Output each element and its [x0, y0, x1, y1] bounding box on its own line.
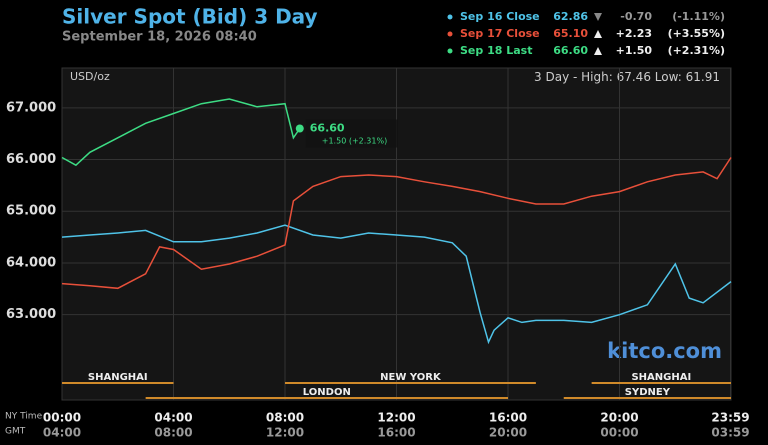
legend-close: 65.10 — [553, 27, 588, 40]
legend-dot — [447, 48, 453, 54]
range-text: 3 Day - High: 67.46 Low: 61.91 — [534, 70, 720, 84]
x-axis-name: GMT — [5, 427, 26, 437]
legend-change: -0.70 — [620, 10, 652, 23]
session-label: SHANGHAI — [631, 372, 691, 383]
range-low: 61.91 — [686, 70, 720, 84]
gmt-tick-label: 20:00 — [489, 426, 527, 440]
x-tick-label: 23:59 — [711, 411, 749, 425]
legend-change: +1.50 — [616, 44, 653, 57]
y-tick-label: 63.000 — [6, 307, 56, 322]
change: +1.50 — [322, 136, 347, 145]
last-box — [305, 119, 398, 148]
x-tick-label: 12:00 — [377, 411, 415, 425]
x-axis-name: NY Time — [5, 412, 43, 422]
subtitle: September 18, 2026 08:40 — [62, 30, 257, 45]
y-tick-label: 65.000 — [6, 204, 56, 219]
last-point — [295, 124, 304, 133]
gmt-tick-label: 03:59 — [711, 426, 749, 440]
series-line — [61, 157, 732, 290]
gmt-tick-label: 04:00 — [43, 426, 81, 440]
session-label: LONDON — [303, 387, 351, 398]
x-tick-label: 00:00 — [43, 411, 81, 425]
gmt-tick-label: 12:00 — [266, 426, 304, 440]
y-tick-label: 64.000 — [6, 255, 56, 270]
x-tick-label: 20:00 — [600, 411, 638, 425]
change-pct: (+2.31%) — [349, 136, 387, 145]
legend-label: Sep 17 Close — [460, 27, 540, 40]
legend-change-pct: (-1.11%) — [672, 10, 725, 23]
legend-close: 62.86 — [553, 10, 588, 23]
gmt-tick-label: 08:00 — [154, 426, 192, 440]
legend-change-pct: (+2.31%) — [668, 44, 725, 57]
session-label: NEW YORK — [380, 372, 442, 383]
legend-dot — [447, 14, 453, 20]
chart-title: Silver Spot (Bid) 3 Day — [62, 5, 318, 29]
x-tick-label: 04:00 — [154, 411, 192, 425]
y-tick-label: 66.000 — [6, 152, 56, 167]
legend-close: 66.60 — [553, 44, 588, 57]
x-tick-label: 16:00 — [489, 411, 527, 425]
range-high: 67.46 — [617, 70, 651, 84]
session-label: SHANGHAI — [88, 372, 148, 383]
legend-label: Sep 16 Close — [460, 10, 540, 23]
range-prefix: 3 Day - High: — [534, 70, 613, 84]
legend-arrow — [594, 13, 602, 21]
y-tick-label: 67.000 — [6, 100, 56, 115]
session-label: SYDNEY — [625, 387, 671, 398]
legend-arrow — [594, 30, 602, 38]
legend-label: Sep 18 Last — [460, 44, 532, 57]
last-change: +1.50 (+2.31%) — [322, 136, 387, 145]
gmt-tick-label: 00:00 — [600, 426, 638, 440]
last-price: 66.60 — [310, 122, 345, 135]
legend-change-pct: (+3.55%) — [668, 27, 725, 40]
legend-change: +2.23 — [616, 27, 652, 40]
watermark: kitco.com — [607, 339, 722, 363]
range-low-text: Low: — [655, 70, 682, 84]
x-tick-label: 08:00 — [266, 411, 304, 425]
series-line — [61, 98, 301, 167]
unit-label: USD/oz — [70, 70, 110, 83]
legend-dot — [447, 31, 453, 37]
legend-arrow — [594, 47, 602, 55]
series-line — [61, 224, 732, 345]
gmt-tick-label: 16:00 — [377, 426, 415, 440]
